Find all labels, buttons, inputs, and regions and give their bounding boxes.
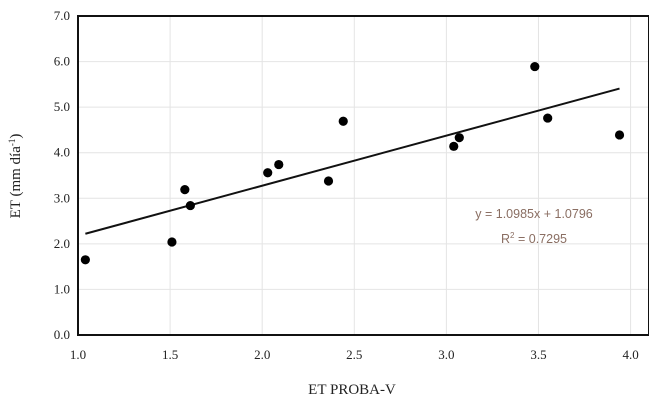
y-tick-label: 3.0 <box>54 190 70 205</box>
data-point <box>263 168 273 178</box>
data-point <box>543 113 553 123</box>
x-tick-label: 3.5 <box>530 347 546 362</box>
data-point <box>323 176 334 186</box>
y-axis-ticks: 0.0 1.0 2.0 3.0 4.0 5.0 6.0 7.0 <box>54 8 70 342</box>
data-point <box>274 159 284 170</box>
x-tick-label: 3.0 <box>438 347 454 362</box>
x-tick-label: 1.5 <box>162 347 178 362</box>
y-axis-title: ET (mm día-1) <box>7 134 24 219</box>
y-tick-label: 0.0 <box>54 327 70 342</box>
y-tick-label: 1.0 <box>54 281 70 296</box>
x-tick-label: 2.0 <box>254 347 270 362</box>
y-tick-label: 5.0 <box>54 99 70 114</box>
x-tick-label: 4.0 <box>622 347 638 362</box>
y-tick-label: 7.0 <box>54 8 70 23</box>
grid-lines <box>78 16 649 335</box>
data-point <box>338 116 348 126</box>
x-axis-title: ET PROBA-V <box>308 382 396 398</box>
x-tick-label: 2.5 <box>346 347 362 362</box>
data-point <box>454 133 464 143</box>
y-tick-label: 6.0 <box>54 54 70 69</box>
data-points <box>80 61 625 265</box>
trendline-r-squared: R2 = 0.7295 <box>501 231 567 246</box>
x-axis-ticks: 1.0 1.5 2.0 2.5 3.0 3.5 4.0 <box>70 347 639 362</box>
trendline <box>85 87 620 235</box>
data-point <box>167 237 177 247</box>
data-point <box>80 255 90 265</box>
data-point <box>185 200 195 211</box>
plot-frame <box>77 15 649 336</box>
y-tick-label: 2.0 <box>54 236 70 251</box>
x-tick-label: 1.0 <box>70 347 86 362</box>
y-tick-label: 4.0 <box>54 145 70 160</box>
data-point <box>614 130 625 140</box>
data-point <box>530 61 540 72</box>
trendline-equation: y = 1.0985x + 1.0796 <box>475 207 593 221</box>
data-point <box>449 141 459 151</box>
data-point <box>180 185 190 195</box>
